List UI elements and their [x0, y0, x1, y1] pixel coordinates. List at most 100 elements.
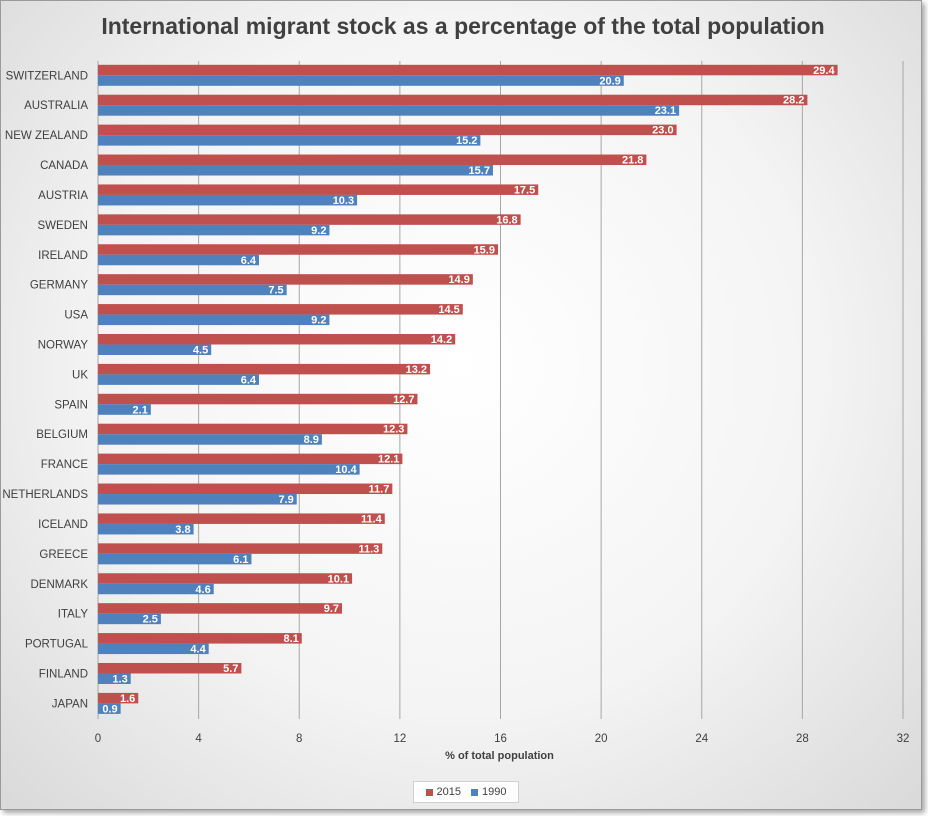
category-label: SWEDEN — [38, 220, 88, 232]
data-label-2015: 11.4 — [361, 513, 383, 525]
data-label-2015: 10.1 — [328, 573, 349, 585]
legend-swatch-1990 — [471, 788, 478, 796]
data-label-2015: 1.6 — [120, 693, 135, 705]
data-label-1990: 4.6 — [195, 584, 210, 596]
bar-1990 — [98, 643, 209, 655]
bar-2015 — [98, 214, 521, 225]
category-label: PORTUGAL — [25, 639, 89, 651]
data-label-1990: 20.9 — [599, 75, 620, 87]
category-label: GREECE — [39, 549, 88, 561]
category-label: CANADA — [40, 160, 88, 172]
bar-2015 — [98, 483, 393, 495]
category-label: AUSTRIA — [38, 190, 88, 202]
category-label: ICELAND — [38, 519, 88, 531]
category-label: NEW ZEALAND — [5, 130, 88, 142]
category-label: UK — [72, 369, 88, 381]
data-label-1990: 8.9 — [304, 434, 319, 446]
bar-1990 — [98, 75, 624, 86]
data-label-2015: 16.8 — [496, 214, 517, 226]
category-label: BELGIUM — [36, 429, 88, 441]
bar-1990 — [98, 404, 151, 415]
bar-1990 — [98, 523, 194, 535]
data-label-1990: 6.1 — [233, 554, 248, 566]
bar-2015 — [98, 363, 431, 375]
category-label: ITALY — [58, 609, 89, 621]
data-label-2015: 17.5 — [514, 184, 535, 196]
x-tick-label: 24 — [695, 733, 708, 745]
data-label-2015: 14.5 — [438, 304, 459, 316]
bar-2015 — [98, 274, 473, 285]
bar-2015 — [98, 124, 677, 136]
data-label-1990: 3.8 — [175, 524, 190, 536]
data-label-1990: 1.3 — [112, 673, 127, 685]
bar-2015 — [98, 64, 838, 76]
data-label-1990: 9.2 — [311, 315, 326, 327]
bar-1990 — [98, 344, 212, 355]
x-tick-label: 28 — [796, 733, 809, 745]
category-label: SWITZERLAND — [6, 70, 88, 82]
bar-1990 — [98, 494, 297, 505]
bar-1990 — [98, 434, 322, 445]
data-label-1990: 2.5 — [143, 614, 158, 626]
data-label-1990: 15.2 — [456, 135, 477, 147]
data-label-2015: 12.7 — [393, 394, 414, 406]
data-label-2015: 14.2 — [431, 334, 452, 346]
legend-swatch-2015 — [425, 788, 433, 796]
data-label-2015: 28.2 — [783, 95, 804, 107]
category-label: GERMANY — [30, 280, 88, 292]
bar-2015 — [98, 393, 418, 405]
x-tick-label: 32 — [897, 733, 910, 745]
data-label-2015: 9.7 — [324, 603, 339, 615]
category-label: JAPAN — [52, 698, 88, 710]
bar-1990 — [98, 673, 131, 684]
x-axis-title: % of total population — [445, 750, 554, 762]
bar-2015 — [98, 304, 463, 315]
bar-2015 — [98, 94, 808, 106]
data-label-1990: 10.3 — [333, 195, 354, 207]
category-label: DENMARK — [30, 579, 88, 591]
data-label-2015: 8.1 — [283, 633, 298, 645]
x-tick-label: 16 — [494, 733, 507, 745]
bar-1990 — [98, 165, 493, 176]
category-label: SPAIN — [54, 399, 88, 411]
data-label-1990: 10.4 — [335, 464, 357, 476]
x-tick-label: 4 — [195, 733, 202, 745]
bar-1990 — [98, 553, 252, 565]
category-label: NORWAY — [38, 339, 89, 351]
data-label-2015: 29.4 — [813, 65, 835, 77]
bar-1990 — [98, 464, 360, 475]
data-label-2015: 15.9 — [474, 244, 495, 256]
data-label-1990: 23.1 — [655, 105, 676, 117]
bar-2015 — [98, 573, 353, 584]
bar-1990 — [98, 314, 330, 326]
data-label-1990: 2.1 — [133, 404, 148, 416]
bar-1990 — [98, 613, 161, 625]
bar-2015 — [98, 244, 498, 255]
data-label-2015: 23.0 — [652, 125, 673, 137]
bar-2015 — [98, 692, 139, 704]
category-label: FRANCE — [41, 459, 89, 471]
data-label-2015: 13.2 — [406, 364, 427, 376]
legend-item-1990: 1990 — [471, 786, 506, 798]
data-label-2015: 12.1 — [378, 454, 399, 466]
bar-2015 — [98, 633, 302, 644]
data-label-2015: 11.3 — [358, 543, 379, 555]
bar-1990 — [98, 703, 121, 714]
bar-2015 — [98, 184, 539, 195]
data-label-2015: 21.8 — [622, 155, 643, 167]
data-label-1990: 6.4 — [241, 255, 257, 267]
bar-2015 — [98, 453, 403, 465]
bar-1990 — [98, 254, 259, 266]
category-label: FINLAND — [39, 668, 88, 680]
bar-2015 — [98, 662, 242, 674]
data-label-2015: 11.7 — [369, 484, 390, 496]
category-label: AUSTRALIA — [24, 100, 88, 112]
x-tick-label: 0 — [95, 733, 101, 745]
data-label-1990: 6.4 — [241, 374, 257, 386]
bar-1990 — [98, 374, 259, 385]
legend-label-2015: 2015 — [436, 786, 461, 798]
bar-2015 — [98, 513, 385, 524]
bar-2015 — [98, 543, 383, 554]
data-label-2015: 14.9 — [448, 274, 469, 286]
